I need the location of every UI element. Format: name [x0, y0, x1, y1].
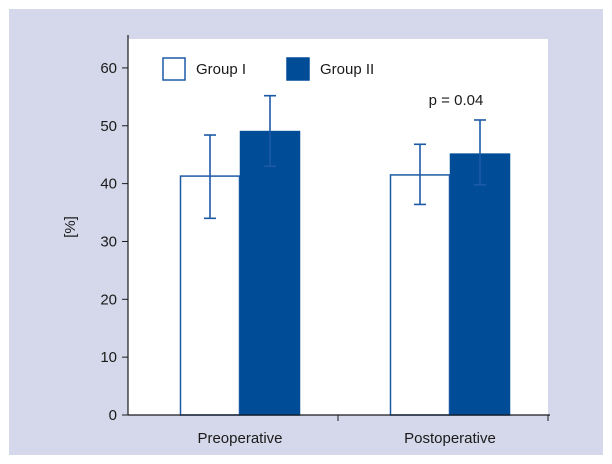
- legend: Group I Group II: [162, 57, 374, 81]
- y-axis-label: [%]: [62, 216, 79, 238]
- bar-1-0: [239, 130, 301, 416]
- p-value-annotation: p = 0.04: [429, 92, 484, 109]
- y-tick-label-1: 10: [100, 349, 117, 366]
- y-tick-label-0: 0: [109, 407, 117, 424]
- legend-swatch-1: [286, 57, 310, 81]
- y-tick-label-4: 40: [100, 176, 117, 193]
- bar-1-1: [449, 153, 511, 416]
- y-tick-label-3: 30: [100, 233, 117, 250]
- y-tick-label-5: 50: [100, 118, 117, 135]
- legend-label-1: Group II: [320, 61, 374, 78]
- bar-chart: Preoperative Postoperative 0 10 20 30 40 50 60 [%…: [62, 35, 550, 447]
- legend-swatch-0: [162, 57, 186, 81]
- legend-label-0: Group I: [196, 61, 246, 78]
- bar-0-1: [389, 174, 451, 416]
- x-tick-label-0: Preoperative: [197, 430, 282, 447]
- y-tick-label-6: 60: [100, 60, 117, 77]
- chart-panel: Preoperative Postoperative 0 10 20 30 40 50 60 [%…: [9, 9, 603, 455]
- x-tick-label-1: Postoperative: [404, 430, 496, 447]
- y-tick-label-2: 20: [100, 291, 117, 308]
